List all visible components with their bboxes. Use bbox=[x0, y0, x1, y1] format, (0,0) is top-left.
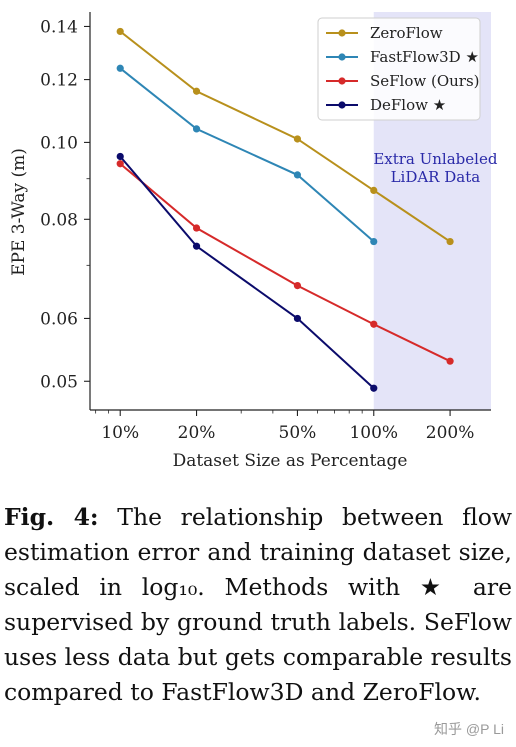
series-zeroflow bbox=[116, 27, 454, 246]
x-tick-label: 10% bbox=[101, 423, 139, 443]
data-point bbox=[293, 314, 302, 323]
data-point bbox=[370, 186, 378, 194]
watermark: 知乎 @P Li bbox=[434, 721, 504, 737]
y-tick-label: 0.06 bbox=[40, 309, 78, 329]
series-seflow-ours bbox=[116, 160, 454, 365]
data-point bbox=[370, 237, 378, 246]
axes-layer: 10% 20% 50% 100% 200% 0.05 0.06 0.08 0.10 0.12 0.1… bbox=[40, 12, 491, 443]
legend-box bbox=[317, 17, 481, 121]
data-point bbox=[192, 87, 201, 95]
data-point bbox=[293, 135, 302, 143]
series-deflow bbox=[116, 152, 378, 392]
series-layer bbox=[116, 27, 454, 392]
x-tick-label: 50% bbox=[279, 423, 317, 443]
legend-label: FastFlow3D ★ bbox=[370, 48, 479, 66]
x-tick-label: 20% bbox=[178, 423, 216, 443]
legend-swatch-marker bbox=[338, 53, 346, 61]
data-point bbox=[192, 224, 201, 232]
x-tick-label: 200% bbox=[426, 423, 475, 443]
legend-label: DeFlow ★ bbox=[370, 96, 446, 114]
y-tick-label: 0.10 bbox=[40, 133, 78, 153]
legend-swatch-marker bbox=[338, 101, 346, 109]
data-point bbox=[116, 64, 124, 72]
data-point bbox=[116, 152, 124, 161]
data-point bbox=[370, 320, 378, 328]
legend-swatch-marker bbox=[338, 77, 346, 85]
data-point bbox=[446, 237, 454, 246]
series-line bbox=[119, 67, 375, 243]
data-point bbox=[370, 384, 378, 392]
data-point bbox=[192, 125, 201, 133]
y-tick-label: 0.08 bbox=[40, 210, 78, 230]
y-axis-label: EPE 3-Way (m) bbox=[9, 148, 29, 276]
data-point bbox=[192, 242, 201, 250]
data-point bbox=[293, 171, 302, 179]
series-fastflow3d bbox=[116, 64, 378, 246]
series-line bbox=[119, 155, 375, 389]
shaded-region-label-line-1: Extra Unlabeled bbox=[373, 150, 498, 168]
legend-label: ZeroFlow bbox=[370, 24, 443, 42]
caption-prefix: Fig. 4: bbox=[4, 503, 99, 531]
y-tick-label: 0.14 bbox=[40, 17, 78, 37]
data-point bbox=[116, 27, 124, 36]
legend-label: SeFlow (Ours) bbox=[370, 72, 480, 90]
legend: ZeroFlow FastFlow3D ★ SeFlow (Ours) DeFlow … bbox=[317, 17, 481, 121]
x-axis-label: Dataset Size as Percentage bbox=[173, 451, 408, 471]
x-tick-label: 100% bbox=[349, 423, 398, 443]
line-chart: 10% 20% 50% 100% 200% 0.05 0.06 0.08 0.10 0.12 0.1… bbox=[9, 12, 498, 471]
y-tick-label: 0.05 bbox=[40, 372, 78, 392]
shaded-region-label-line-2: LiDAR Data bbox=[391, 168, 481, 186]
y-tick-label: 0.12 bbox=[40, 71, 78, 91]
data-point bbox=[293, 281, 302, 290]
legend-swatch-marker bbox=[338, 29, 346, 37]
data-point bbox=[116, 160, 124, 168]
data-point bbox=[446, 357, 454, 365]
caption-text: The relationship between flow estimation… bbox=[4, 503, 513, 706]
figure-caption: Fig. 4: The relationship between flow es… bbox=[4, 500, 512, 710]
